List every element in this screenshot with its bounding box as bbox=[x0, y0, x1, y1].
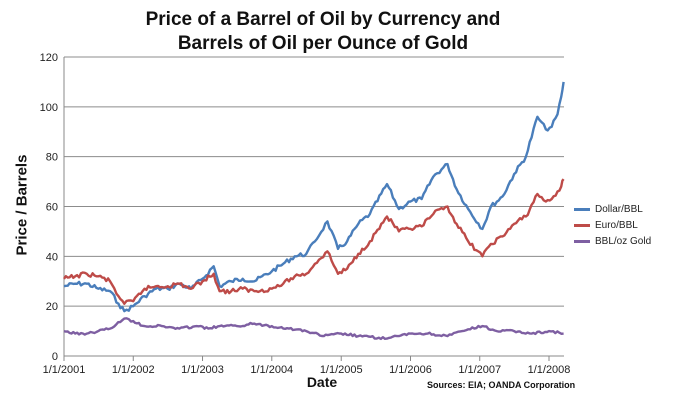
x-tick-label: 1/1/2007 bbox=[458, 364, 501, 376]
legend-item-gold: BBL/oz Gold bbox=[574, 233, 651, 249]
y-tick-label: 100 bbox=[40, 102, 58, 114]
y-tick-label: 20 bbox=[46, 301, 58, 313]
chart-title-line-1: Price of a Barrel of Oil by Currency and bbox=[145, 9, 501, 30]
series-line-euro-bbl bbox=[63, 178, 565, 305]
x-axis-label: Date bbox=[306, 374, 338, 390]
y-tick-label: 120 bbox=[40, 52, 58, 64]
legend-swatch-dollar bbox=[574, 207, 590, 211]
y-tick-label: 60 bbox=[46, 202, 58, 214]
y-tick-label: 40 bbox=[46, 251, 58, 263]
x-tick-label: 1/1/2001 bbox=[43, 364, 86, 376]
legend: Dollar/BBL Euro/BBL BBL/oz Gold bbox=[574, 201, 651, 249]
x-tick-label: 1/1/2002 bbox=[112, 364, 155, 376]
x-tick-label: 1/1/2006 bbox=[389, 364, 432, 376]
legend-label-euro: Euro/BBL bbox=[595, 219, 638, 231]
x-tick-label: 1/1/2005 bbox=[320, 364, 363, 376]
chart-title-line-2: Barrels of Oil per Ounce of Gold bbox=[177, 33, 469, 54]
source-note: Sources: EIA; OANDA Corporation bbox=[427, 380, 576, 390]
legend-item-euro: Euro/BBL bbox=[574, 217, 651, 233]
y-tick-label: 0 bbox=[52, 351, 58, 363]
series-line-dollar-bbl bbox=[63, 81, 565, 313]
legend-label-gold: BBL/oz Gold bbox=[595, 235, 652, 247]
y-tick-label: 80 bbox=[46, 152, 58, 164]
series-line-bbl-oz-gold bbox=[63, 317, 564, 341]
legend-swatch-gold bbox=[574, 239, 590, 243]
chart-title: Price of a Barrel of Oil by Currency and… bbox=[0, 8, 646, 56]
x-tick-label: 1/1/2008 bbox=[528, 364, 571, 376]
x-tick-label: 1/1/2004 bbox=[250, 364, 293, 376]
legend-label-dollar: Dollar/BBL bbox=[595, 203, 643, 215]
x-tick-label: 1/1/2003 bbox=[181, 364, 224, 376]
legend-item-dollar: Dollar/BBL bbox=[574, 201, 651, 217]
legend-swatch-euro bbox=[574, 223, 590, 227]
